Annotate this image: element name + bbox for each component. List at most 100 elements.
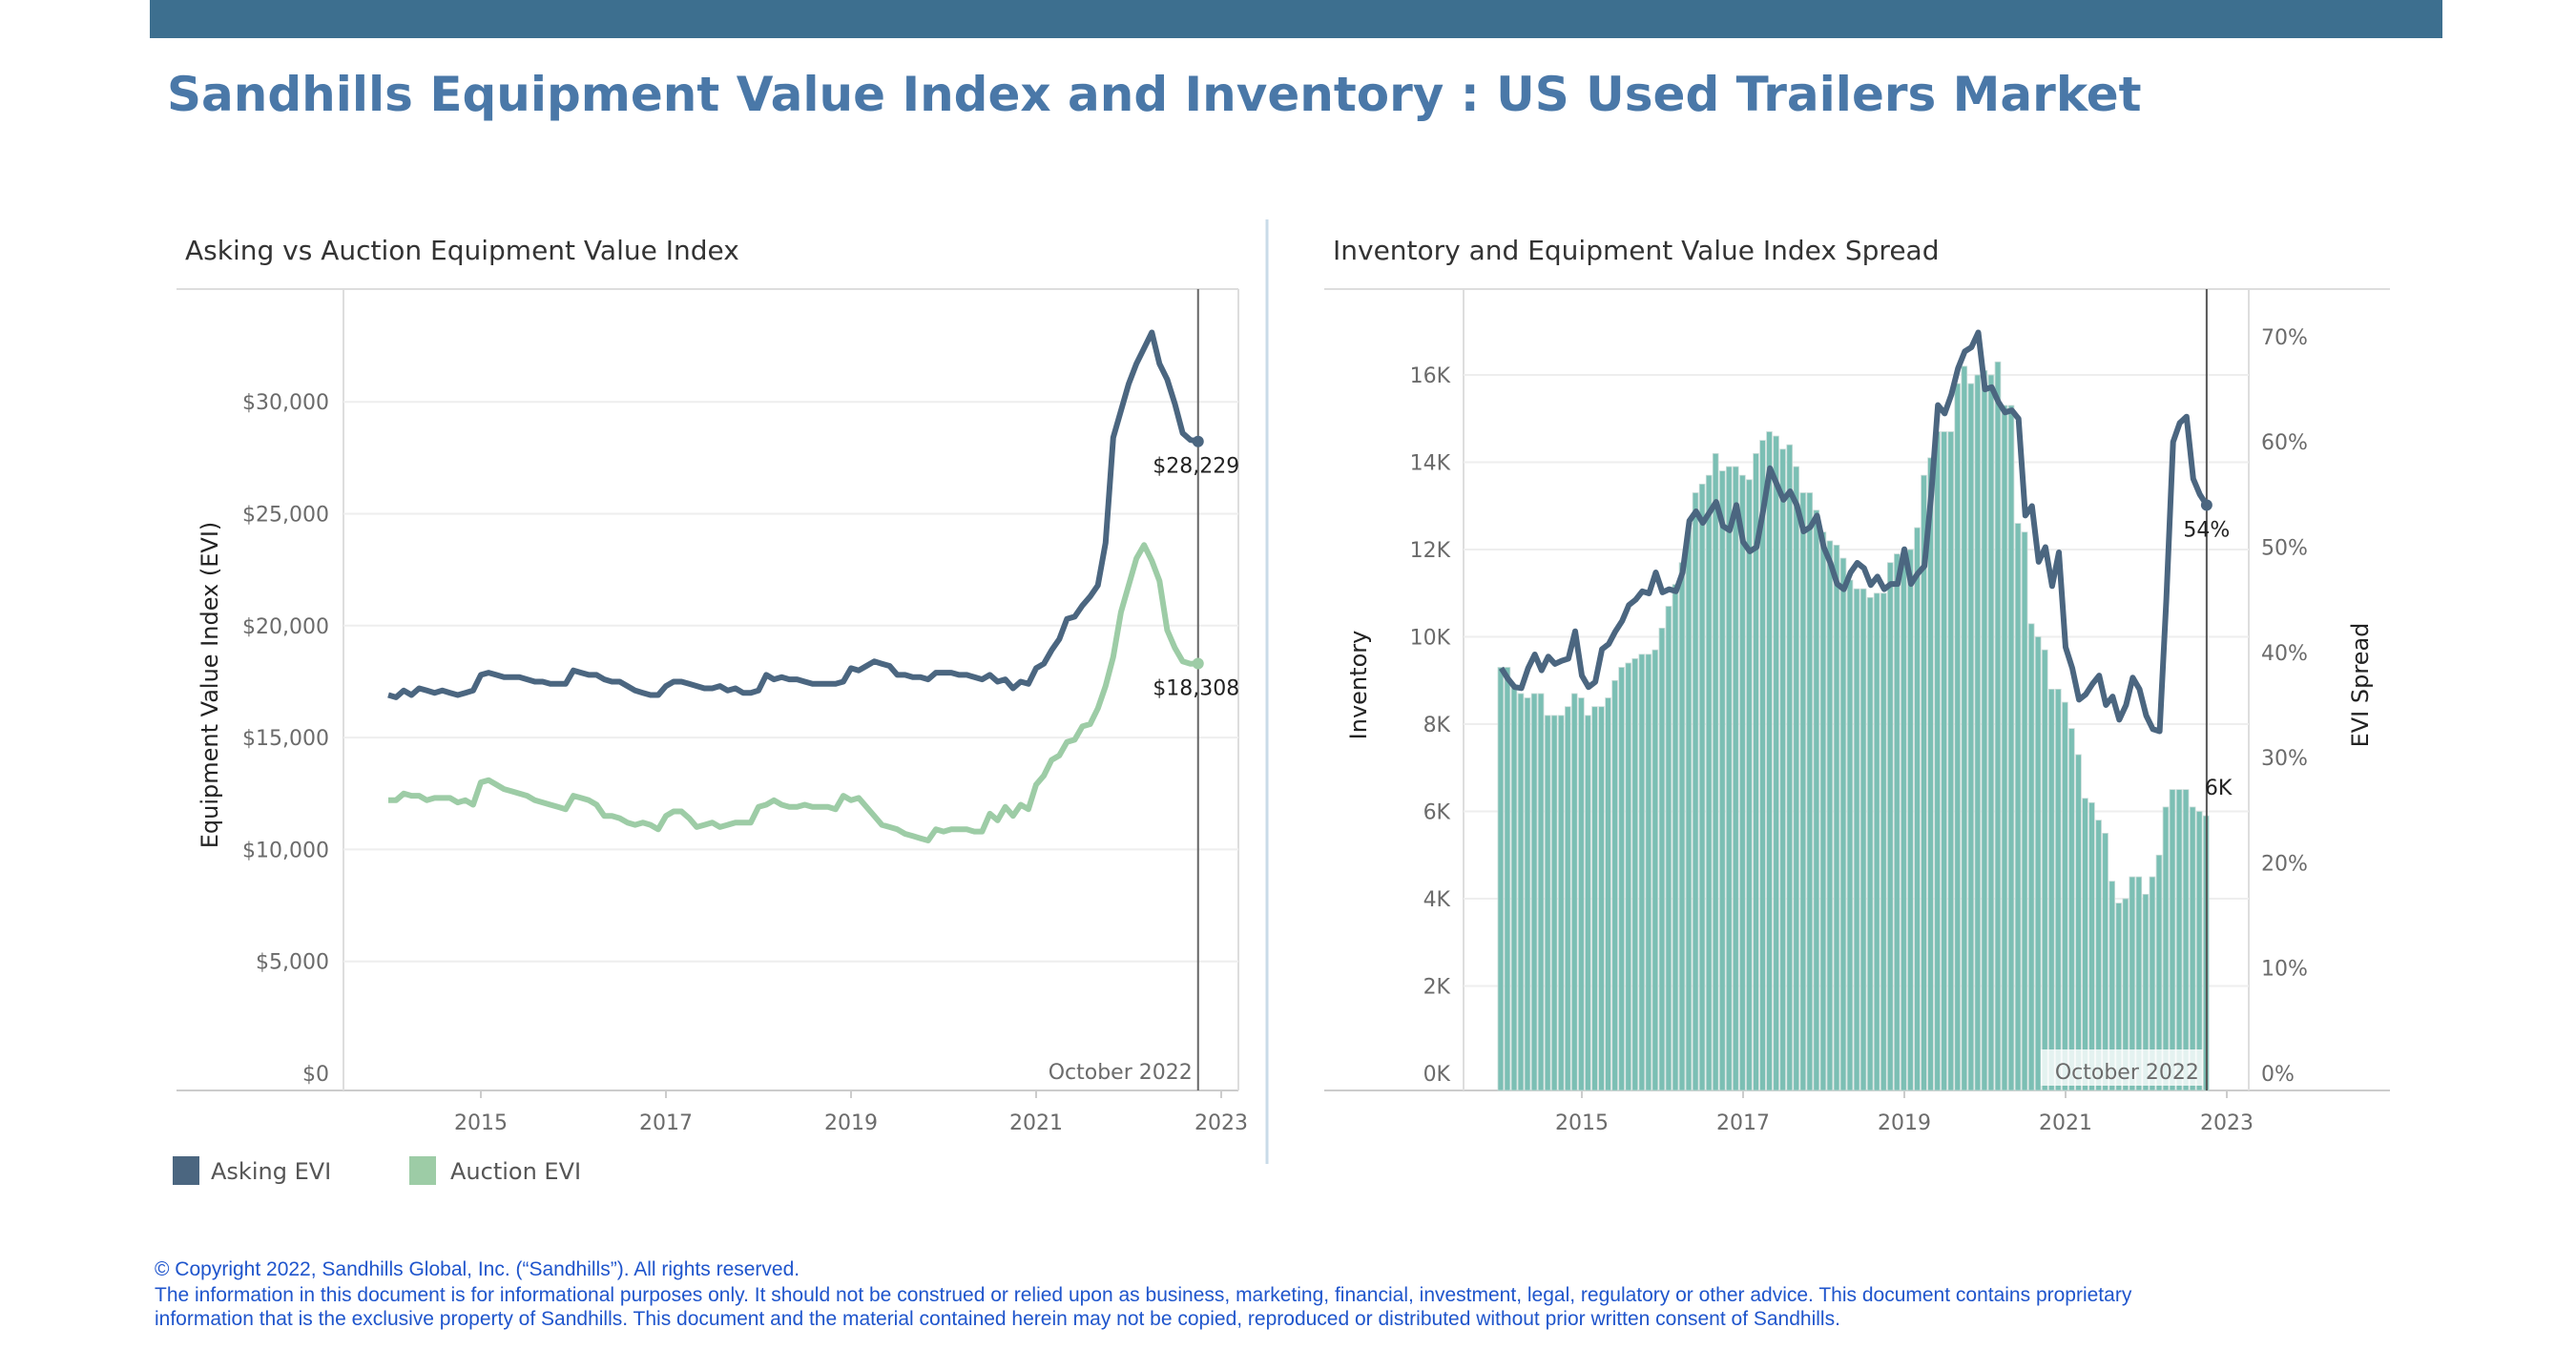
inventory-bar — [2041, 649, 2048, 1091]
inventory-bar — [2068, 728, 2075, 1091]
x-tick-label: 2021 — [1009, 1111, 1063, 1135]
legend-label-auction: Auction EVI — [450, 1158, 581, 1185]
inventory-bar — [1987, 374, 1995, 1091]
series-line-auction-evi — [388, 542, 1198, 843]
inventory-bar — [1833, 545, 1840, 1091]
inventory-bar — [1652, 649, 1659, 1091]
y-tick-label: $0 — [302, 1063, 329, 1087]
inventory-bar — [2122, 898, 2129, 1091]
inventory-bar — [1799, 492, 1807, 1091]
y-tick-label: $5,000 — [256, 951, 329, 975]
left-y-axis-title: Equipment Value Index (EVI) — [197, 522, 223, 849]
x-tick-label: 2023 — [1195, 1111, 1248, 1135]
page-title: Sandhills Equipment Value Index and Inve… — [167, 67, 2142, 122]
inventory-bar — [1698, 483, 1706, 1091]
end-value-label: $28,229 — [1153, 455, 1239, 479]
inventory-bar — [1773, 435, 1779, 1091]
y-tick-label: 10K — [1410, 627, 1451, 651]
inventory-bar — [1907, 549, 1914, 1091]
inventory-bar — [2054, 689, 2062, 1091]
end-point-marker — [2200, 499, 2212, 511]
reference-label-bg — [2040, 1049, 2203, 1086]
y2-tick-label: 60% — [2261, 431, 2308, 455]
inventory-bar — [1625, 662, 1632, 1091]
inventory-bar — [1611, 679, 1618, 1091]
right-chart-title: Inventory and Equipment Value Index Spre… — [1333, 235, 1939, 266]
inventory-bar — [2001, 405, 2008, 1091]
inventory-bar — [1658, 628, 1666, 1091]
inventory-bar — [2149, 876, 2156, 1091]
y2-tick-label: 10% — [2261, 958, 2308, 982]
inventory-end-label: 6K — [2205, 777, 2233, 800]
inventory-bar — [1571, 693, 1578, 1091]
y-tick-label: 8K — [1423, 714, 1451, 737]
y-tick-label: 6K — [1423, 801, 1451, 825]
inventory-bar — [1618, 667, 1625, 1091]
inventory-bar — [1859, 588, 1867, 1091]
inventory-bar — [1901, 553, 1907, 1091]
inventory-bar — [2095, 820, 2102, 1091]
inventory-bar — [1853, 588, 1860, 1091]
inventory-bar — [1578, 697, 1585, 1091]
left-chart-title: Asking vs Auction Equipment Value Index — [185, 235, 739, 266]
inventory-bar — [2142, 894, 2150, 1091]
inventory-bar — [1705, 474, 1713, 1091]
inventory-bar — [1685, 527, 1693, 1091]
inventory-bar — [2195, 811, 2203, 1091]
y-tick-label: $10,000 — [242, 839, 329, 862]
inventory-bar — [1544, 715, 1551, 1091]
x-tick-label: 2019 — [1878, 1111, 1931, 1135]
end-point-marker — [1192, 435, 1204, 447]
y2-tick-label: 0% — [2261, 1063, 2295, 1087]
inventory-bar — [1504, 667, 1511, 1091]
x-tick-label: 2015 — [1555, 1111, 1609, 1135]
y-tick-label: 4K — [1423, 888, 1451, 912]
y2-tick-label: 20% — [2261, 852, 2308, 876]
inventory-bar — [2129, 876, 2136, 1091]
inventory-bar — [1591, 706, 1598, 1091]
x-tick-label: 2023 — [2200, 1111, 2254, 1135]
inventory-bar — [1954, 383, 1962, 1091]
inventory-bar — [2189, 806, 2196, 1091]
inventory-bar — [1779, 448, 1786, 1091]
inventory-bar — [1665, 606, 1672, 1091]
legend-swatch-auction — [409, 1156, 436, 1185]
inventory-bar — [1678, 562, 1686, 1091]
inventory-bar — [2175, 789, 2183, 1091]
inventory-bar — [2062, 701, 2068, 1091]
inventory-spread-chart: 0K 2K 4K 6K 8K 10K 12K 14K 16K 0% 10% 20% 30% 40% 50% 6… — [1324, 288, 2390, 1135]
inventory-bar — [1934, 431, 1941, 1091]
inventory-bar — [1530, 693, 1538, 1091]
inventory-bar — [1866, 596, 1874, 1091]
inventory-bar — [1746, 479, 1753, 1091]
inventory-bar — [1793, 466, 1800, 1091]
y-tick-label: 2K — [1423, 976, 1451, 1000]
end-point-marker — [1192, 657, 1204, 670]
y2-tick-label: 50% — [2261, 537, 2308, 561]
inventory-bar — [1994, 361, 2002, 1091]
footer-disclaimer-1: The information in this document is for … — [155, 1284, 2132, 1306]
inventory-bar — [2109, 881, 2116, 1091]
inventory-bar — [2155, 854, 2163, 1091]
inventory-bar — [2027, 623, 2035, 1091]
inventory-bar — [2034, 636, 2042, 1091]
inventory-bar — [2135, 876, 2143, 1091]
inventory-bar — [1873, 592, 1880, 1091]
inventory-bar — [1638, 654, 1646, 1091]
inventory-bar — [1967, 383, 1975, 1091]
inventory-bar — [1786, 444, 1794, 1091]
inventory-bar — [1645, 654, 1652, 1091]
inventory-bar — [1826, 540, 1834, 1091]
spread-end-label: 54% — [2183, 518, 2230, 542]
y-tick-label: $30,000 — [242, 391, 329, 415]
inventory-bar — [2169, 789, 2176, 1091]
x-tick-label: 2017 — [639, 1111, 693, 1135]
inventory-bar — [1739, 474, 1746, 1091]
inventory-bar — [2014, 523, 2022, 1091]
inventory-bar — [1894, 553, 1901, 1091]
inventory-bar — [1565, 706, 1571, 1091]
inventory-bar — [1846, 579, 1854, 1091]
inventory-bar — [1605, 697, 1611, 1091]
footer-disclaimer-2: information that is the exclusive proper… — [155, 1308, 1840, 1330]
